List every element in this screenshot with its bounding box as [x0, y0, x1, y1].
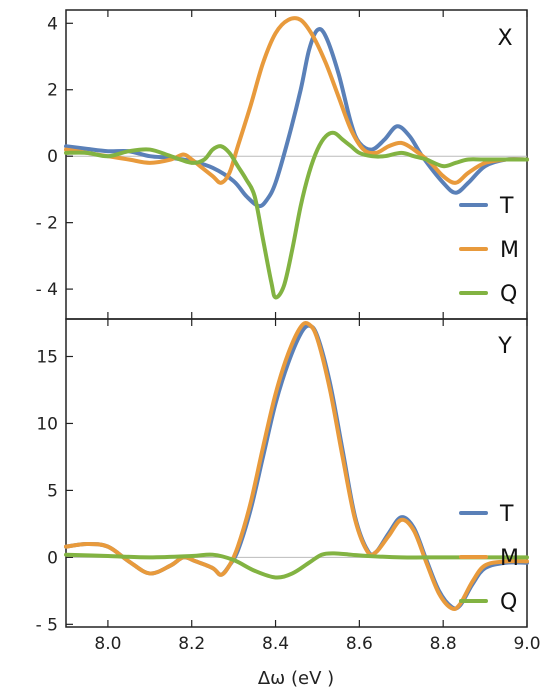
panel-x-legend-label-t: T [499, 194, 514, 219]
panel-y-legend-label-q: Q [500, 590, 517, 615]
panel-x-label: X [497, 26, 512, 51]
panel-x-frame [65, 9, 528, 320]
panel-y-legend-label-m: M [500, 546, 519, 571]
panel-x-y-tick-label: 2 [47, 81, 58, 101]
panel-y-series [64, 321, 529, 612]
panel-x-y-ticks: 4 2 0 - 2 - 4 [36, 14, 73, 300]
panel-y-x-ticks: 8.0 8.2 8.4 8.6 8.8 9.0 [94, 319, 541, 654]
x-tick-label: 8.4 [262, 634, 289, 654]
panel-x-legend: TMQ [459, 194, 519, 307]
panel-y-legend-label-t: T [499, 502, 514, 527]
panel-y-y-tick-label: 5 [47, 481, 58, 501]
panel-y-legend: TMQ [459, 502, 519, 615]
panel-x-series-m-line [64, 16, 529, 185]
panel-y-frame [65, 318, 528, 628]
x-tick-label: 8.2 [178, 634, 205, 654]
panel-x-y-tick-label: - 4 [36, 280, 58, 300]
panel-x-series-q-line [64, 130, 529, 300]
panel-x-legend-label-q: Q [500, 282, 517, 307]
x-axis-title: Δω (eV ) [258, 668, 334, 689]
x-tick-label: 8.8 [430, 634, 457, 654]
panel-x-x-ticks [107, 10, 528, 319]
panel-x-y-tick-label: 0 [47, 147, 58, 167]
x-tick-label: 9.0 [513, 634, 540, 654]
panel-y-y-tick-label: 0 [47, 548, 58, 568]
panel-y-y-tick-label: 15 [36, 347, 58, 367]
panel-y-y-tick-label: - 5 [36, 615, 58, 635]
panel-x-series-t-line [64, 27, 529, 209]
panel-x-y-tick-label: - 2 [36, 214, 58, 234]
panel-y-y-ticks: 15 10 5 0 - 5 [36, 347, 73, 635]
panel-y-series-m-line [64, 321, 529, 612]
x-tick-label: 8.6 [346, 634, 373, 654]
panel-x-series [64, 16, 529, 300]
panel-y-series-q-line [64, 551, 529, 580]
panel-y-label: Y [497, 334, 512, 359]
x-tick-label: 8.0 [94, 634, 121, 654]
panel-y: 15 10 5 0 - 5 8.0 8.2 8.4 8.6 8.8 9.0 Y TMQ [36, 318, 541, 654]
panel-x-legend-label-m: M [500, 238, 519, 263]
panel-x-y-tick-label: 4 [47, 14, 58, 34]
panel-x: 4 2 0 - 2 - 4 X TMQ [36, 9, 529, 320]
panel-y-y-tick-label: 10 [36, 414, 58, 434]
